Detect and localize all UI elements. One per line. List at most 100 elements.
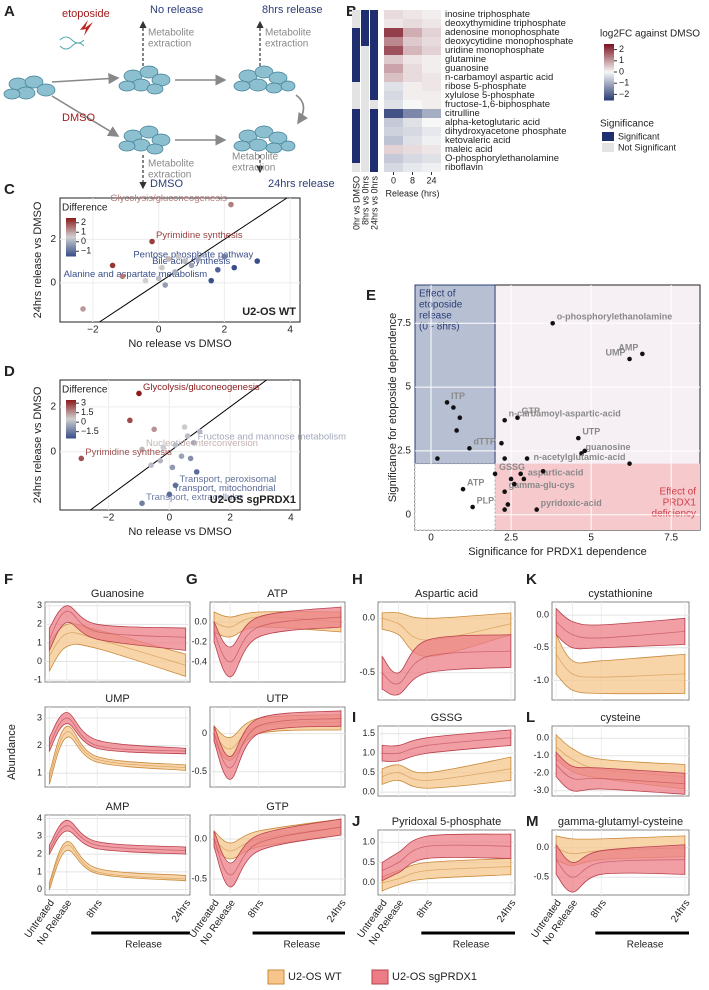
point-label: Alanine and aspartate metabolism bbox=[64, 269, 208, 280]
heatmap-cell bbox=[384, 127, 403, 136]
colorbar-step bbox=[604, 81, 614, 84]
heatmap-cell bbox=[384, 100, 403, 109]
colorbar-step bbox=[66, 429, 76, 431]
x-tick-label: −2 bbox=[103, 513, 115, 524]
colorbar-step bbox=[66, 247, 76, 249]
panel-label: I bbox=[352, 709, 356, 726]
colorbar-step bbox=[66, 435, 76, 438]
control-label: DMSO bbox=[62, 112, 95, 124]
heatmap-cell bbox=[403, 64, 422, 73]
x-axis-label: No release vs DMSO bbox=[128, 338, 232, 350]
region-label: etoposide bbox=[419, 300, 463, 311]
point bbox=[454, 428, 459, 433]
colorbar-step bbox=[66, 226, 76, 229]
significance-cell bbox=[361, 73, 369, 82]
identity-line bbox=[99, 197, 288, 323]
significance-cell bbox=[352, 145, 360, 154]
panel-label: L bbox=[526, 709, 535, 726]
point bbox=[184, 433, 191, 439]
heatmap-cell bbox=[422, 163, 441, 172]
damage-icon bbox=[80, 20, 93, 36]
panel-a-diagram: etoposide DMSO No release 8hrs release D… bbox=[3, 4, 335, 190]
significance-cell bbox=[352, 154, 360, 163]
row-label: alpha-ketoglutaric acid bbox=[445, 117, 540, 128]
heatmap-cell bbox=[422, 154, 441, 163]
colorbar-step bbox=[66, 419, 76, 421]
point bbox=[515, 415, 520, 421]
significance-cell bbox=[370, 82, 378, 91]
point-label: Bile acid synthesis bbox=[152, 256, 230, 267]
panel-label: K bbox=[526, 571, 537, 588]
point bbox=[502, 456, 507, 461]
colorbar-tick-label: −1 bbox=[619, 78, 629, 88]
point-label: Transport, peroxisomal bbox=[179, 474, 276, 485]
mean-line bbox=[213, 826, 342, 876]
extraction-label: extraction bbox=[148, 170, 191, 181]
region-label: (0 - 8hrs) bbox=[419, 322, 460, 333]
significance-cell bbox=[370, 46, 378, 55]
point bbox=[165, 256, 172, 262]
heatmap-cell bbox=[384, 73, 403, 82]
heatmap-cell bbox=[384, 154, 403, 163]
point bbox=[502, 489, 507, 495]
colorbar-step bbox=[66, 242, 76, 244]
colorbar-step bbox=[66, 221, 76, 224]
significance-cell bbox=[370, 64, 378, 73]
point bbox=[119, 273, 126, 280]
colorbar-step bbox=[66, 237, 76, 239]
colorbar-step bbox=[66, 233, 76, 235]
colorbar-title: Difference bbox=[62, 203, 108, 214]
point bbox=[172, 269, 178, 275]
significance-cell bbox=[370, 109, 378, 118]
heatmap-cell bbox=[422, 73, 441, 82]
arrow bbox=[51, 72, 120, 85]
significance-cell bbox=[370, 163, 378, 172]
mean-line bbox=[213, 718, 341, 769]
heatmap-cell bbox=[403, 55, 422, 64]
heatmap-cell bbox=[384, 55, 403, 64]
mean-line bbox=[49, 825, 186, 851]
x-tick-label: 5 bbox=[588, 533, 594, 544]
point-label: Glycolysis/gluconeogenesis bbox=[143, 382, 260, 393]
heatmap-cell bbox=[384, 19, 403, 28]
significance-cell bbox=[352, 127, 360, 136]
significance-cell bbox=[361, 46, 369, 55]
colorbar-tick-label: 2 bbox=[619, 44, 624, 54]
identity-line bbox=[90, 379, 267, 511]
region bbox=[414, 463, 496, 531]
region-label: release bbox=[419, 311, 452, 322]
heatmap-cell bbox=[403, 28, 422, 37]
colorbar-step bbox=[604, 51, 614, 54]
point bbox=[139, 446, 145, 453]
colorbar-step bbox=[66, 434, 76, 436]
mean-line bbox=[555, 764, 685, 785]
colorbar-tick-label: −2 bbox=[619, 89, 629, 99]
ribbon bbox=[48, 712, 187, 755]
y-tick-label: 0 bbox=[50, 277, 56, 288]
point bbox=[162, 282, 169, 288]
heatmap-cell bbox=[403, 82, 422, 91]
colorbar-step bbox=[604, 86, 614, 90]
ribbon bbox=[555, 843, 686, 893]
y-tick-label: 2.5 bbox=[397, 446, 411, 457]
heatmap-cell bbox=[422, 100, 441, 109]
row-label: maleic acid bbox=[445, 144, 493, 155]
significance-cell bbox=[352, 118, 360, 127]
x-tick-label: 24hrs bbox=[669, 898, 692, 925]
significance-cell bbox=[361, 163, 369, 172]
panel-title: AMP bbox=[106, 801, 130, 813]
plot-tag: U2-OS WT bbox=[242, 306, 296, 318]
y-tick-label: -3.0 bbox=[533, 785, 549, 795]
dna-icon bbox=[59, 36, 85, 50]
panel-title: cystathionine bbox=[588, 588, 652, 600]
point bbox=[579, 451, 584, 456]
row-label: xylulose 5-phosphate bbox=[445, 90, 535, 101]
colorbar-step bbox=[604, 88, 614, 92]
legend-swatch bbox=[267, 969, 285, 985]
colorbar-step bbox=[66, 425, 76, 428]
point bbox=[172, 482, 179, 489]
point-label: Pentose phosphate pathway bbox=[133, 250, 253, 261]
point-label: AMP bbox=[618, 342, 638, 352]
y-tick-label: -0.5 bbox=[191, 873, 207, 883]
y-tick-label: -1.0 bbox=[533, 675, 549, 685]
